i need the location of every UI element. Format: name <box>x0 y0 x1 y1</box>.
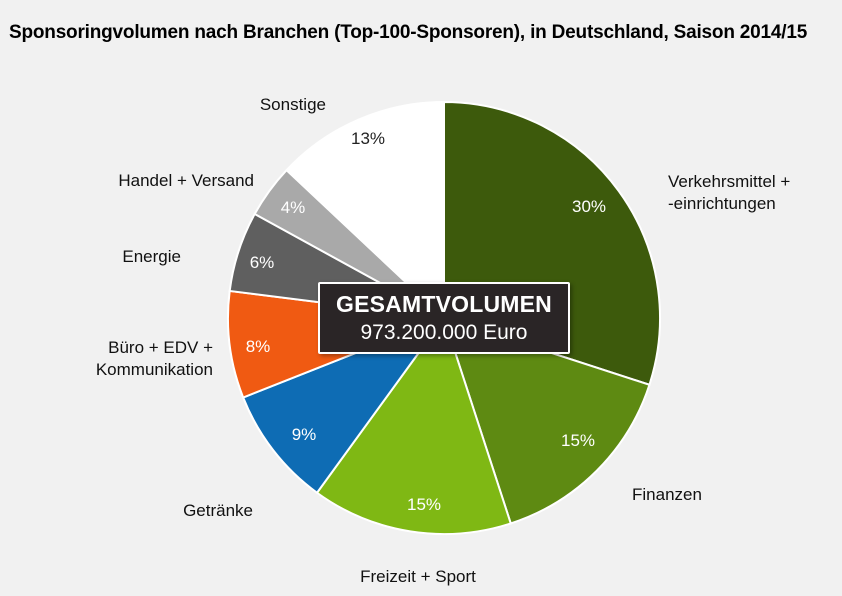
slice-category-label: Finanzen <box>632 485 702 504</box>
pie-slice <box>315 315 513 535</box>
chart-title: Sponsoringvolumen nach Branchen (Top-100… <box>9 22 808 43</box>
slice-value-label: 6% <box>250 253 275 272</box>
slice-category-label: Handel + Versand <box>118 171 254 190</box>
slice-value-label: 4% <box>281 198 306 217</box>
slice-category-label: Sonstige <box>260 95 326 114</box>
total-volume-value: 973.200.000 Euro <box>360 321 528 344</box>
slice-category-labels: Verkehrsmittel + -einrichtungen Finanzen Fr… <box>96 95 791 586</box>
total-volume-box: GESAMTVOLUMEN 973.200.000 Euro <box>318 282 570 354</box>
slice-value-label: 30% <box>572 197 606 216</box>
slice-category-label: Getränke <box>183 501 253 520</box>
pie-slice <box>241 315 447 495</box>
pie-slice <box>285 100 445 321</box>
slice-value-label: 8% <box>246 337 271 356</box>
pie-slice <box>442 316 651 525</box>
slice-category-label: Verkehrsmittel + -einrichtungen <box>668 172 790 213</box>
slice-value-label: 13% <box>351 129 385 148</box>
slice-category-label: Energie <box>122 247 181 266</box>
slice-value-label: 15% <box>561 431 595 450</box>
total-volume-heading: GESAMTVOLUMEN <box>336 291 552 317</box>
slice-category-label: Büro + EDV + Kommunikation <box>96 338 213 379</box>
slice-value-label: 9% <box>292 425 317 444</box>
slice-value-labels: 30% 15% 15% 9% 8% 6% 4% 13% <box>246 129 606 514</box>
slice-value-label: 15% <box>407 495 441 514</box>
slice-category-label: Freizeit + Sport <box>360 567 476 586</box>
